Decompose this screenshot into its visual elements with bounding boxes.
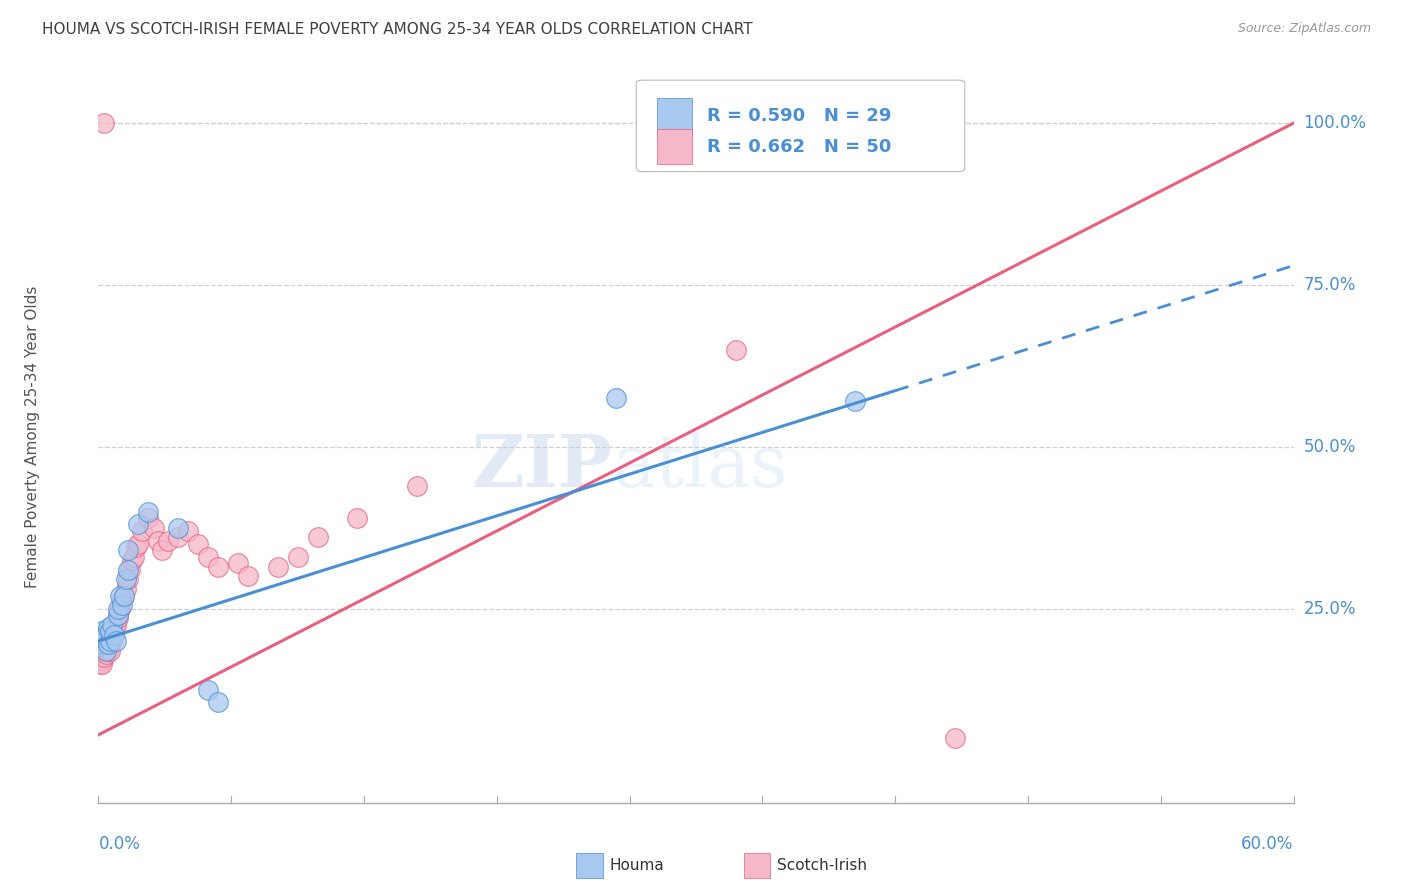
FancyBboxPatch shape [657, 129, 692, 164]
Point [127, 537, 149, 551]
Point [93, 631, 115, 645]
Point [93, 643, 115, 657]
Point [844, 394, 866, 409]
Text: HOUMA VS SCOTCH-IRISH FEMALE POVERTY AMONG 25-34 YEAR OLDS CORRELATION CHART: HOUMA VS SCOTCH-IRISH FEMALE POVERTY AMO… [42, 22, 752, 37]
Point [89, 650, 111, 665]
Point [103, 621, 125, 635]
Point [96, 647, 118, 661]
Text: R = 0.662   N = 50: R = 0.662 N = 50 [707, 138, 891, 156]
Text: R = 0.590   N = 29: R = 0.590 N = 29 [707, 107, 891, 125]
Text: 25.0%: 25.0% [1303, 599, 1355, 617]
Point [115, 573, 138, 587]
Point [226, 557, 249, 571]
Text: 60.0%: 60.0% [1241, 835, 1294, 853]
Point [150, 543, 173, 558]
Point [115, 582, 138, 597]
Point [136, 511, 159, 525]
Point [287, 549, 309, 564]
Point [207, 696, 229, 710]
Text: Scotch-Irish: Scotch-Irish [778, 858, 868, 873]
Point [346, 511, 368, 525]
Point [136, 504, 159, 518]
Point [197, 549, 219, 564]
Point [107, 601, 129, 615]
Point [91, 624, 114, 639]
Point [943, 731, 966, 745]
Point [93, 116, 115, 130]
Text: Source: ZipAtlas.com: Source: ZipAtlas.com [1237, 22, 1371, 36]
Point [167, 530, 190, 544]
Point [127, 517, 149, 532]
Point [112, 589, 135, 603]
Point [117, 543, 139, 558]
FancyBboxPatch shape [744, 853, 770, 878]
Point [207, 559, 229, 574]
Point [98, 634, 122, 648]
Point [96, 640, 118, 655]
Point [148, 533, 170, 548]
Text: 0.0%: 0.0% [98, 835, 141, 853]
Point [98, 643, 122, 657]
Point [96, 643, 118, 657]
Point [98, 637, 122, 651]
Point [120, 563, 142, 577]
Point [187, 537, 209, 551]
Text: ZIP: ZIP [471, 431, 613, 502]
FancyBboxPatch shape [576, 853, 603, 878]
Point [97, 643, 120, 657]
Point [307, 530, 329, 544]
Point [406, 478, 429, 492]
Text: 100.0%: 100.0% [1303, 114, 1367, 132]
Text: 75.0%: 75.0% [1303, 276, 1355, 294]
Point [93, 637, 115, 651]
Point [124, 549, 146, 564]
Point [110, 589, 132, 603]
Point [605, 391, 627, 405]
Point [111, 591, 134, 606]
Point [89, 657, 111, 671]
Point [96, 627, 118, 641]
Point [117, 563, 139, 577]
Point [105, 617, 128, 632]
Point [91, 653, 114, 667]
Point [103, 627, 125, 641]
Point [101, 627, 124, 641]
Point [98, 624, 122, 639]
Point [93, 650, 115, 665]
Point [143, 521, 166, 535]
Point [89, 637, 111, 651]
Point [724, 343, 747, 357]
Point [105, 634, 128, 648]
Point [107, 608, 129, 623]
Point [167, 521, 190, 535]
Point [121, 553, 143, 567]
Point [101, 634, 124, 648]
Point [91, 657, 114, 671]
Point [131, 524, 153, 538]
Text: 50.0%: 50.0% [1303, 438, 1355, 456]
Point [197, 682, 219, 697]
Point [236, 569, 259, 583]
FancyBboxPatch shape [657, 98, 692, 133]
Point [97, 637, 120, 651]
Point [107, 611, 129, 625]
Point [101, 617, 124, 632]
Point [125, 540, 148, 554]
Point [177, 524, 200, 538]
Point [157, 533, 180, 548]
FancyBboxPatch shape [637, 80, 965, 171]
Point [91, 634, 114, 648]
Point [107, 608, 129, 623]
Point [112, 589, 135, 603]
Text: Houma: Houma [610, 858, 665, 873]
Point [110, 601, 132, 615]
Text: Female Poverty Among 25-34 Year Olds: Female Poverty Among 25-34 Year Olds [25, 286, 41, 588]
Point [97, 621, 120, 635]
Point [111, 599, 134, 613]
Point [267, 559, 290, 574]
Point [117, 573, 139, 587]
Point [103, 624, 125, 639]
Point [97, 637, 120, 651]
Text: atlas: atlas [613, 431, 787, 501]
